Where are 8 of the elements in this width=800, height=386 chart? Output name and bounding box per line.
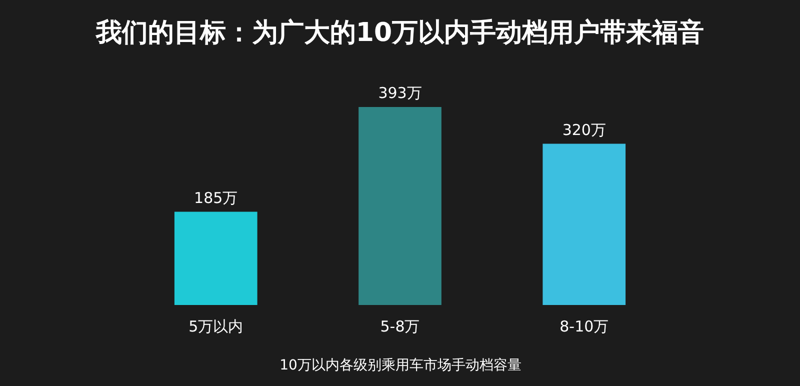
data-label: 393万 — [378, 84, 422, 102]
data-label: 320万 — [562, 120, 606, 139]
x-tick-label: 5-8万 — [380, 318, 420, 336]
x-axis-title: 10万以内各级别乘用车市场手动档容量 — [280, 358, 522, 374]
chart-title: 我们的目标：为广大的10万以内手动档用户带来福音 — [94, 18, 704, 48]
x-tick-label: 5万以内 — [188, 318, 244, 336]
x-tick-label: 8-10万 — [560, 318, 609, 336]
data-label: 185万 — [194, 188, 238, 207]
